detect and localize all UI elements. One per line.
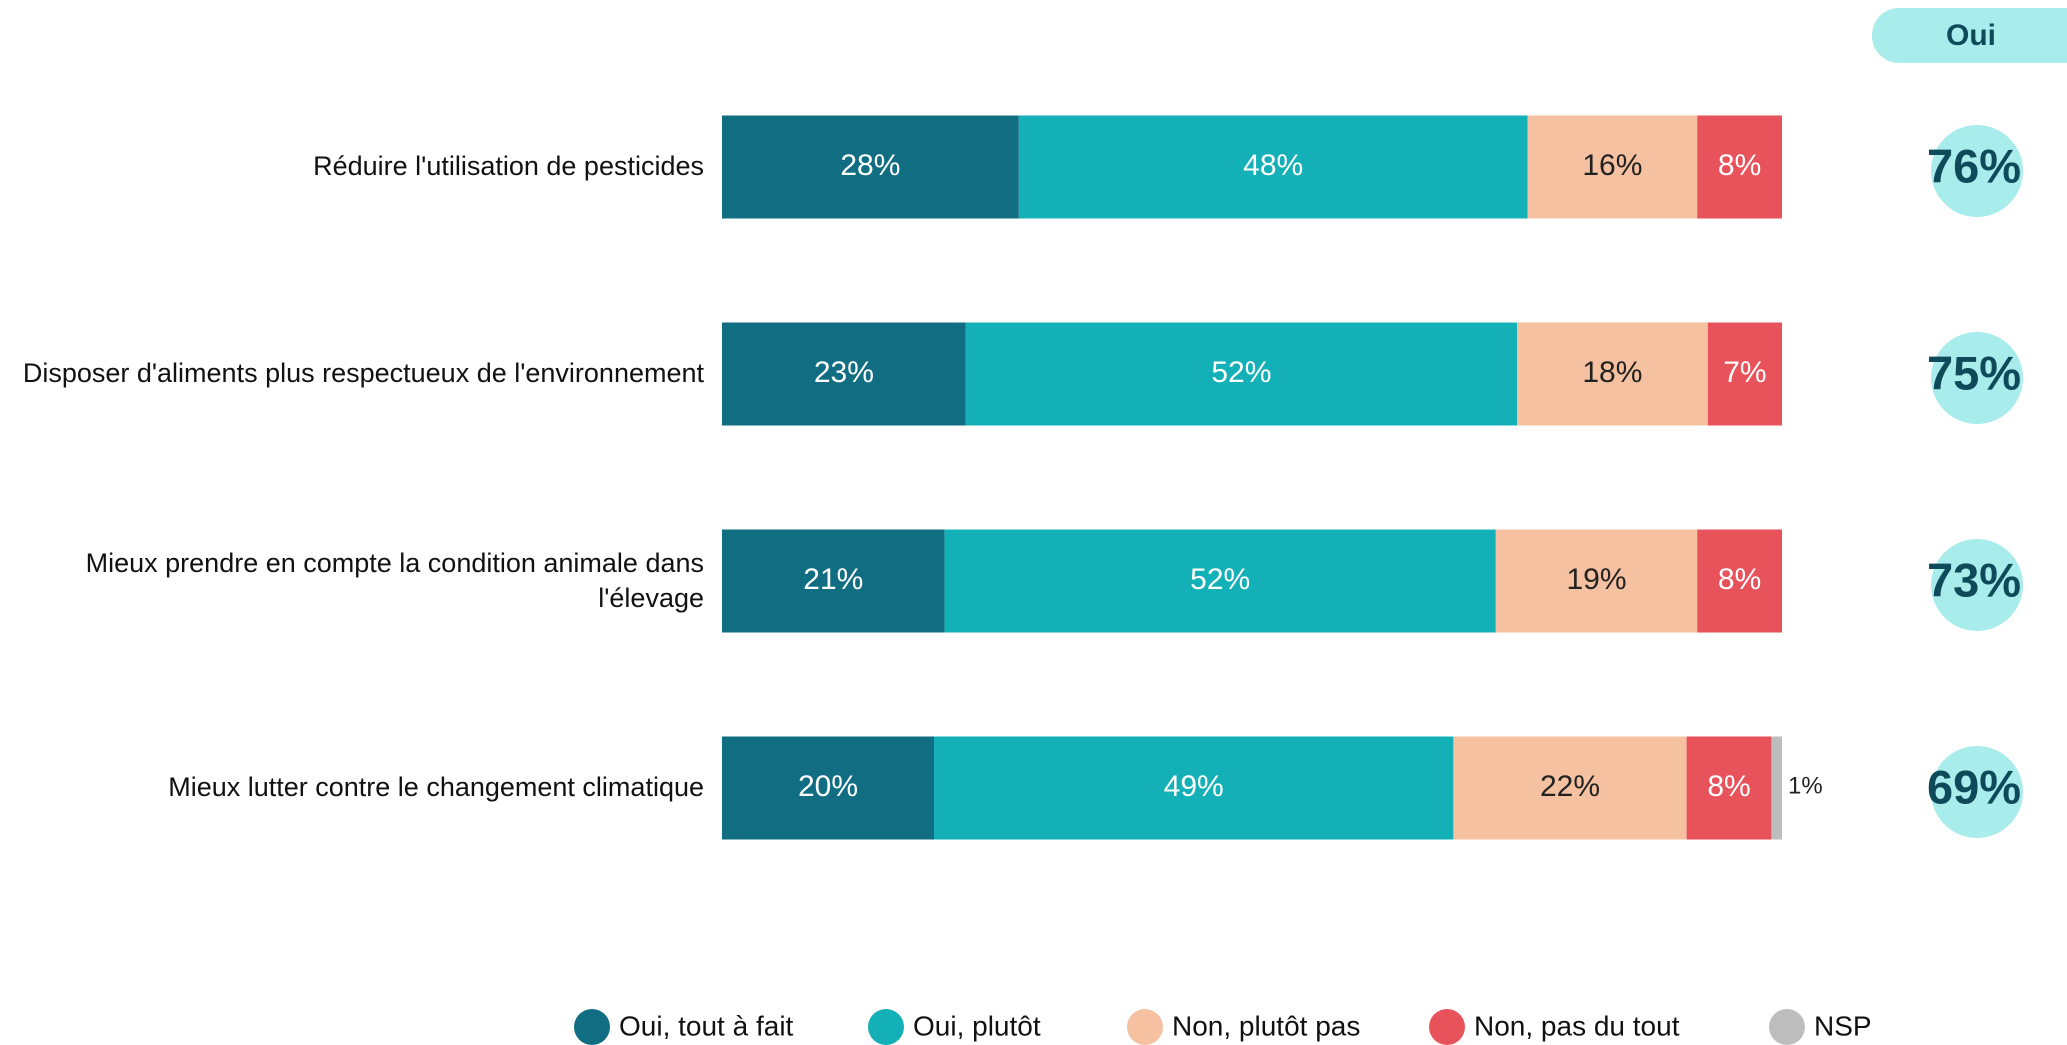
value-label: 23% (814, 356, 874, 389)
total-badge (1931, 539, 2023, 631)
value-label: 28% (840, 149, 900, 182)
value-label: 1% (1788, 772, 1823, 799)
total-badge (1931, 332, 2023, 424)
bar-segment (722, 529, 945, 633)
bar-segment (944, 529, 1496, 633)
value-label: 8% (1707, 770, 1750, 803)
category-label: Mieux prendre en compte la condition ani… (85, 547, 704, 613)
legend-label: NSP (1814, 1010, 1872, 1041)
bar-segment (1707, 322, 1782, 426)
bar-segment (1697, 115, 1782, 219)
bar-segment (1527, 115, 1698, 219)
total-value: 69% (1927, 760, 2021, 813)
value-label: 19% (1566, 563, 1626, 596)
value-label: 48% (1243, 149, 1303, 182)
legend-swatch (868, 1009, 904, 1045)
value-label: 52% (1190, 563, 1250, 596)
value-label: 21% (803, 563, 863, 596)
totals-header: Oui (1946, 19, 1996, 52)
bar-segment (1771, 736, 1782, 840)
bar-segment (722, 322, 966, 426)
bar-segment (934, 736, 1454, 840)
value-label: 16% (1582, 149, 1642, 182)
total-value: 76% (1927, 139, 2021, 192)
value-label: 22% (1540, 770, 1600, 803)
legend-label: Non, pas du tout (1474, 1010, 1680, 1041)
category-label: Disposer d'aliments plus respectueux de … (22, 358, 704, 389)
legend-label: Oui, tout à fait (619, 1010, 794, 1041)
total-badge (1931, 746, 2023, 838)
legend-swatch (1127, 1009, 1163, 1045)
bar-segment (1686, 736, 1772, 840)
category-label: Mieux lutter contre le changement climat… (168, 772, 704, 803)
legend-swatch (574, 1009, 610, 1045)
legend-swatch (1429, 1009, 1465, 1045)
bar-segment (722, 736, 934, 840)
legend-swatch (1769, 1009, 1805, 1045)
value-label: 8% (1718, 563, 1761, 596)
totals-header-pill (1872, 8, 2067, 63)
bar-segment (722, 115, 1019, 219)
bar-segment (1495, 529, 1698, 633)
legend-label: Non, plutôt pas (1172, 1010, 1360, 1041)
bar-segment (1517, 322, 1708, 426)
value-label: 52% (1211, 356, 1271, 389)
value-label: 20% (798, 770, 858, 803)
value-label: 7% (1723, 356, 1766, 389)
bar-segment (1453, 736, 1687, 840)
bar-segment (1018, 115, 1528, 219)
total-value: 75% (1927, 346, 2021, 399)
value-label: 18% (1582, 356, 1642, 389)
category-label: Réduire l'utilisation de pesticides (313, 151, 704, 182)
value-label: 8% (1718, 149, 1761, 182)
total-value: 73% (1927, 553, 2021, 606)
total-badge (1931, 125, 2023, 217)
bar-segment (1697, 529, 1782, 633)
bar-segment (965, 322, 1517, 426)
value-label: 49% (1164, 770, 1224, 803)
legend-label: Oui, plutôt (913, 1010, 1041, 1041)
